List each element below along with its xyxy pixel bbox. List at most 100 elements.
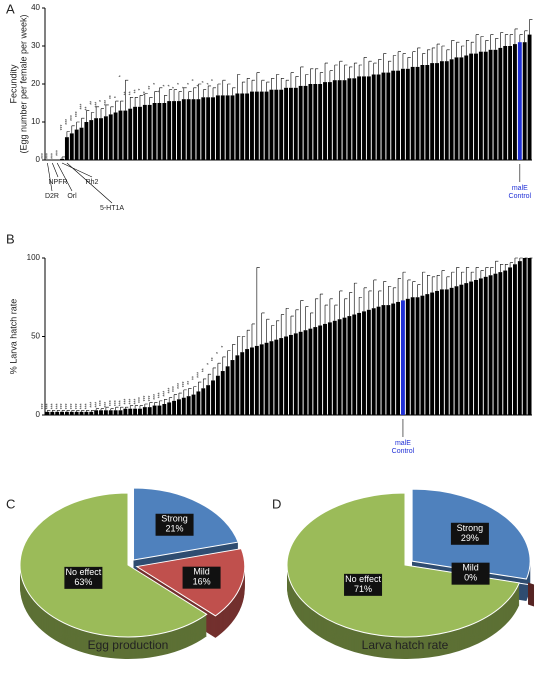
bar xyxy=(220,95,225,160)
error-bar xyxy=(378,290,382,307)
error-bar xyxy=(407,57,411,69)
bar xyxy=(279,89,284,160)
bar xyxy=(435,290,439,415)
significance-label: *** xyxy=(41,403,47,409)
bar xyxy=(293,333,298,415)
significance-label: * xyxy=(99,100,105,102)
bar xyxy=(172,400,177,415)
bar xyxy=(405,298,410,415)
error-bar xyxy=(402,53,406,69)
annotation-label: 5-HT1A xyxy=(100,205,124,212)
error-bar xyxy=(76,409,80,412)
significance-label: *** xyxy=(46,153,52,159)
error-bar xyxy=(276,320,280,340)
error-bar xyxy=(397,278,401,302)
significance-label: *** xyxy=(60,403,66,409)
pie-slice xyxy=(286,492,521,638)
pie-label: Mild 16% xyxy=(193,567,211,587)
error-bar xyxy=(217,362,221,376)
bar xyxy=(69,411,74,415)
pie-label-value: 0% xyxy=(464,573,477,583)
error-bar xyxy=(339,290,343,320)
error-bar xyxy=(125,79,129,111)
bar xyxy=(245,93,250,160)
bar xyxy=(181,99,186,160)
error-bar xyxy=(295,76,299,88)
error-bar xyxy=(100,108,104,119)
error-bar xyxy=(334,304,338,321)
error-bar xyxy=(329,70,333,83)
error-bar xyxy=(193,87,197,100)
error-bar xyxy=(178,91,182,102)
error-bar xyxy=(173,89,177,102)
bar xyxy=(308,328,313,415)
bar xyxy=(84,122,89,160)
pie-slice xyxy=(19,492,208,638)
bar xyxy=(162,103,167,160)
bar xyxy=(201,388,206,415)
bar xyxy=(498,47,503,160)
error-bar xyxy=(164,95,168,103)
bar xyxy=(517,42,522,161)
pie-label-category: Strong xyxy=(457,523,484,533)
error-bar xyxy=(154,91,158,103)
error-bar xyxy=(110,408,114,411)
error-bar xyxy=(71,125,75,134)
significance-label: *** xyxy=(109,400,115,406)
significance-label: * xyxy=(163,85,169,87)
error-bar xyxy=(324,304,328,324)
significance-label: * xyxy=(201,81,207,83)
bar xyxy=(444,289,449,415)
significance-label: *** xyxy=(114,400,120,406)
error-bar xyxy=(324,62,328,83)
bar xyxy=(250,347,254,415)
error-bar xyxy=(207,85,212,98)
bar xyxy=(118,110,123,160)
error-bar xyxy=(115,406,119,411)
significance-label: *** xyxy=(89,402,95,408)
error-bar xyxy=(383,281,387,306)
y-tick-label: 50 xyxy=(31,332,40,341)
annotation-pointer xyxy=(66,162,113,204)
error-bar xyxy=(480,270,484,279)
bar xyxy=(259,344,264,415)
error-bar xyxy=(485,267,489,277)
error-bar xyxy=(436,43,440,64)
bar xyxy=(235,93,240,160)
error-bar xyxy=(290,72,294,88)
bar xyxy=(513,44,517,160)
error-bar xyxy=(504,263,509,271)
error-bar xyxy=(276,74,280,90)
pie-label-value: 63% xyxy=(74,577,92,587)
panel-letter: A xyxy=(6,1,15,16)
error-bar xyxy=(71,409,75,412)
bar xyxy=(123,408,128,415)
significance-label: *** xyxy=(41,153,47,159)
bar xyxy=(118,410,123,415)
error-bar xyxy=(334,64,338,81)
bar xyxy=(215,95,220,160)
error-bar xyxy=(446,276,450,290)
highlight-label: malE xyxy=(512,185,528,192)
bar xyxy=(201,97,206,160)
error-bar xyxy=(105,104,109,117)
significance-label: *** xyxy=(65,403,71,409)
bar xyxy=(405,68,410,160)
significance-label: *** xyxy=(177,383,183,389)
pie-label-category: Strong xyxy=(161,514,188,524)
bar xyxy=(206,385,211,415)
significance-label: ** xyxy=(124,91,130,95)
error-bar xyxy=(178,392,182,400)
bar xyxy=(410,297,415,415)
error-bar xyxy=(305,306,309,331)
error-bar xyxy=(314,298,319,328)
error-bar xyxy=(183,87,187,100)
significance-label: * xyxy=(206,363,212,365)
bar xyxy=(503,46,508,160)
significance-label: *** xyxy=(80,403,86,409)
significance-label: ** xyxy=(143,91,149,95)
bar xyxy=(430,63,435,160)
error-bar xyxy=(412,281,416,298)
significance-label: *** xyxy=(104,402,110,408)
bar xyxy=(69,133,74,160)
